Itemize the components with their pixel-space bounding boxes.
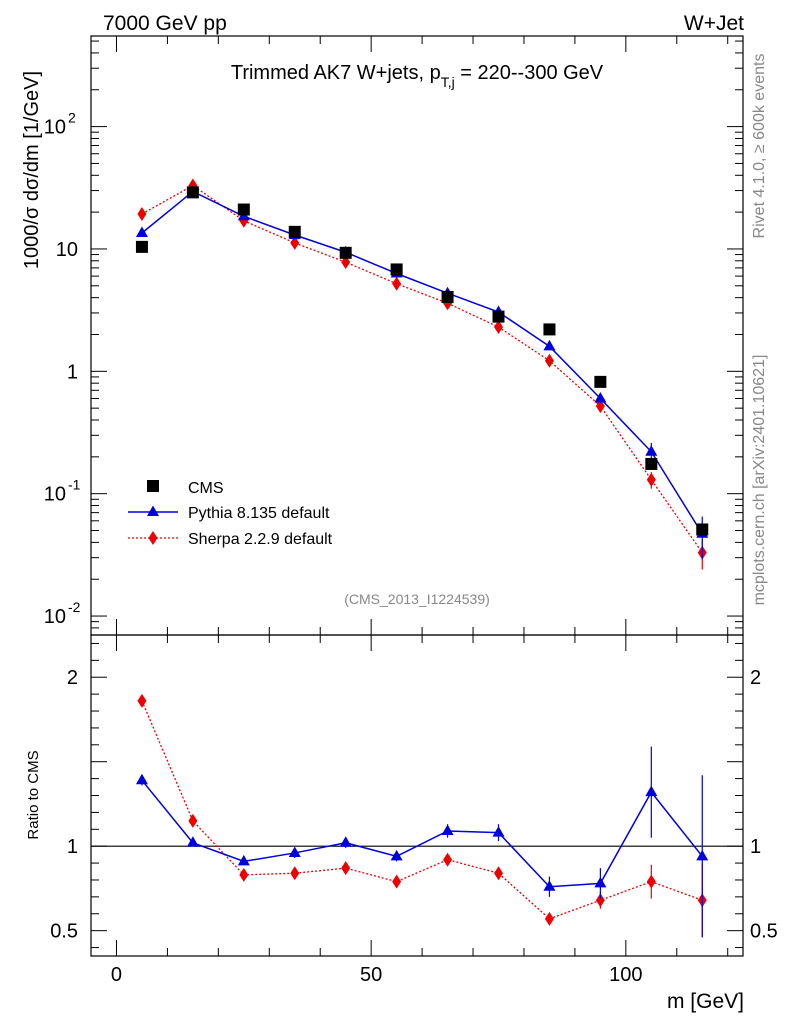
plot-title: Trimmed AK7 W+jets, pT,j = 220--300 GeV [231, 62, 604, 90]
cms-point [237, 203, 250, 216]
ratio-pythia-point [492, 826, 505, 837]
y-tick-label-exponent: -2 [68, 599, 81, 615]
ratio-sherpa-point [443, 852, 453, 867]
ratio-y-tick-label: 1 [750, 836, 761, 858]
ratio-plot-frame [90, 634, 744, 957]
main-data [135, 178, 709, 570]
sherpa-line [141, 184, 703, 553]
sherpa-point [544, 353, 554, 368]
y-tick-label: 10 [44, 117, 66, 139]
cms-point [492, 310, 505, 323]
ratio-y-tick-label: 0.5 [50, 921, 78, 943]
pythia-line [141, 190, 703, 535]
analysis-id-label: (CMS_2013_I1224539) [344, 591, 490, 607]
ratio-y-tick-label: 0.5 [750, 921, 778, 943]
x-tick-label: 0 [111, 964, 122, 986]
y-tick-label-exponent: 2 [68, 110, 76, 126]
ratio-pythia-point [339, 836, 352, 847]
ratio-y-tick-label: 2 [67, 667, 78, 689]
legend-pythia-marker [147, 505, 159, 516]
cms-point [594, 375, 607, 388]
cms-point [645, 457, 658, 470]
pythia-point [645, 445, 658, 456]
sherpa-point [646, 472, 656, 487]
ratio-sherpa-point [392, 874, 402, 889]
ratio-sherpa-point [137, 693, 147, 708]
ratio-pythia-point [237, 854, 250, 866]
ratio-pythia-point [288, 846, 301, 857]
pythia-point [543, 339, 556, 351]
pythia-point [135, 226, 148, 238]
ratio-sherpa-point [494, 866, 503, 881]
sherpa-point [595, 399, 605, 414]
y-tick-label: 10 [56, 239, 78, 261]
ratio-y-tick-label: 2 [750, 667, 761, 689]
ratio-pythia-point [696, 849, 709, 861]
y-tick-label: 1 [67, 361, 78, 383]
x-axis-label: m [GeV] [667, 990, 744, 1013]
cms-point [441, 290, 454, 303]
y-tick-label: 10 [44, 606, 66, 628]
sherpa-point [137, 207, 147, 222]
ratio-sherpa-point [646, 874, 656, 889]
sherpa-point [494, 320, 503, 335]
ratio-sherpa-point [341, 861, 351, 876]
ratio-y-axis-label: Ratio to CMS [25, 750, 42, 839]
main-y-axis-label: 1000/σ dσ/dm [1/GeV] [21, 71, 43, 269]
ratio-pythia-point [135, 773, 148, 785]
legend: CMS Pythia 8.135 default Sherpa 2.2.9 de… [128, 480, 333, 548]
legend-sherpa-marker [148, 531, 158, 545]
ratio-sherpa-point [544, 911, 554, 926]
ratio-sherpa-point [595, 893, 605, 908]
ratio-sherpa-point [290, 866, 300, 881]
ratio-pythia-point [543, 880, 556, 891]
ratio-y-tick-label: 1 [67, 836, 78, 858]
legend-sherpa-label: Sherpa 2.2.9 default [188, 531, 333, 548]
x-tick-label: 50 [360, 964, 382, 986]
y-tick-label-exponent: -1 [68, 477, 81, 493]
sherpa-point [290, 235, 300, 250]
ratio-sherpa-line [141, 700, 703, 920]
legend-pythia-label: Pythia 8.135 default [188, 505, 330, 522]
ratio-sherpa-point [239, 867, 249, 882]
energy-label: 7000 GeV pp [103, 12, 227, 35]
ratio-sherpa-point [188, 813, 198, 828]
process-label: W+Jet [684, 12, 744, 35]
ratio-pythia-point [186, 836, 199, 847]
cms-point [288, 225, 301, 238]
ratio-pythia-point [645, 785, 658, 797]
x-tick-label: 100 [609, 964, 642, 986]
rivet-version-label: Rivet 4.1.0, ≥ 600k events [751, 54, 768, 239]
pythia-point [594, 391, 607, 403]
ratio-pythia-point [390, 849, 403, 861]
cms-point [696, 523, 709, 536]
cms-point [390, 263, 403, 276]
cms-point [135, 240, 148, 253]
ratio-axes: 0 50 100 0.5 0.5 1 1 2 2 [50, 635, 778, 986]
cms-point [339, 246, 352, 259]
ratio-pythia-line [141, 779, 703, 888]
mcplots-label: mcplots.cern.ch [arXiv:2401.10621] [751, 355, 768, 606]
cms-point [543, 323, 556, 336]
cms-point [186, 186, 199, 199]
y-tick-label: 10 [44, 484, 66, 506]
ratio-pythia-point [594, 876, 607, 888]
ratio-data [135, 693, 709, 938]
legend-cms-label: CMS [188, 480, 224, 497]
sherpa-point [392, 276, 402, 291]
ratio-pythia-point [441, 824, 454, 835]
legend-cms-marker [147, 480, 159, 492]
